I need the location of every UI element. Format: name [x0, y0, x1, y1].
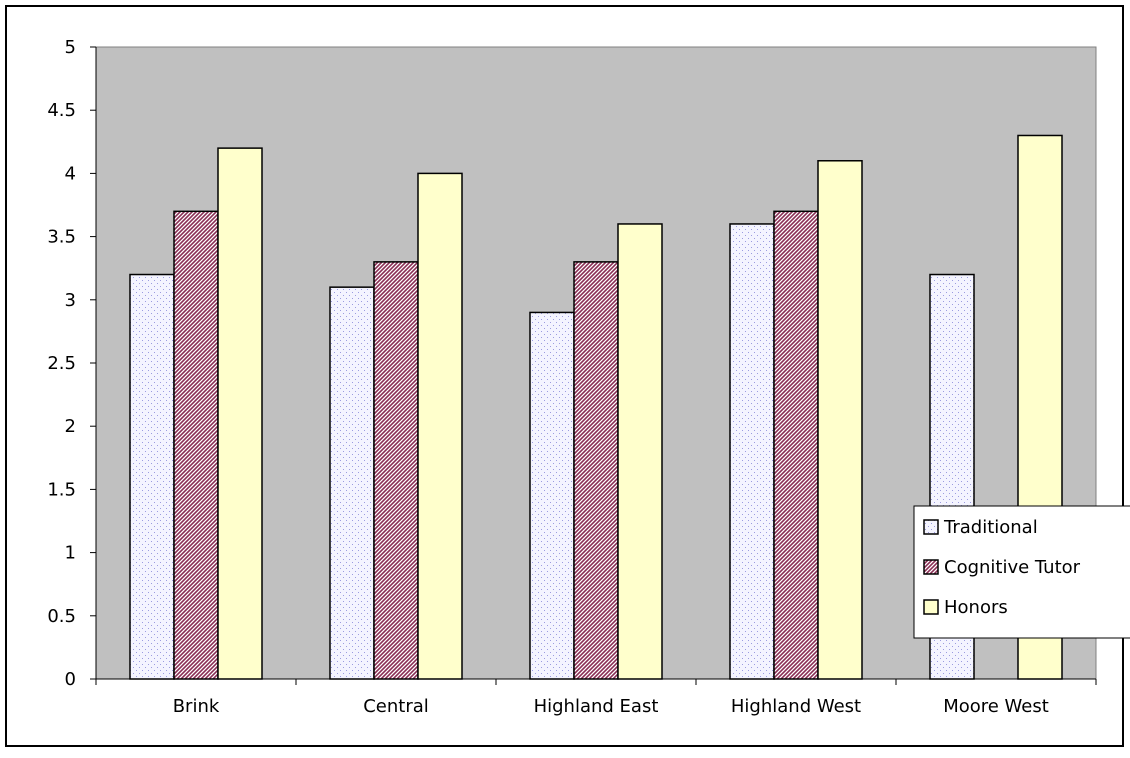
bar-honors-central [417, 172, 463, 680]
legend-box [913, 505, 1130, 639]
legend-swatch [923, 519, 939, 535]
y-tick-label: 3 [65, 290, 76, 311]
y-tick-label: 1.5 [47, 479, 76, 500]
y-tick-label: 4 [65, 163, 76, 184]
legend-label: Honors [944, 597, 1008, 618]
x-tick-label: Central [363, 696, 429, 717]
bar-cognitive-tutor-highland-east [573, 261, 619, 680]
x-axis: Brink Central Highland East Highland West Mo… [95, 678, 1097, 717]
legend-label: Cognitive Tutor [944, 557, 1081, 578]
legend: Traditional Cognitive Tutor Honors [913, 505, 1130, 639]
y-axis: 0 0.5 1 1.5 2 2.5 3 3.5 4 4.5 5 [47, 37, 97, 690]
bar-cognitive-tutor-brink [173, 210, 219, 680]
bar-traditional-highland-west [729, 223, 775, 680]
x-tick-label: Highland East [534, 696, 659, 717]
bar-cognitive-tutor-highland-west [773, 210, 819, 680]
bar-honors-highland-west [817, 160, 863, 680]
bar-traditional-brink [129, 273, 175, 680]
bar-honors-brink [217, 147, 263, 680]
legend-swatch [923, 559, 939, 575]
bar-traditional-highland-east [529, 311, 575, 680]
x-tick-label: Highland West [731, 696, 861, 717]
bar-traditional-central [329, 286, 375, 680]
y-tick-label: 1 [65, 543, 76, 564]
bar-cognitive-tutor-central [373, 261, 419, 680]
x-tick-label: Moore West [943, 696, 1049, 717]
x-tick-label: Brink [173, 696, 220, 717]
legend-swatch [923, 599, 939, 615]
y-tick-label: 5 [65, 37, 76, 58]
bar-honors-highland-east [617, 223, 663, 680]
legend-label: Traditional [943, 517, 1038, 538]
y-tick-label: 3.5 [47, 227, 76, 248]
y-tick-label: 0.5 [47, 606, 76, 627]
y-tick-label: 2 [65, 416, 76, 437]
y-tick-label: 0 [65, 669, 76, 690]
y-tick-label: 4.5 [47, 100, 76, 121]
y-tick-label: 2.5 [47, 353, 76, 374]
